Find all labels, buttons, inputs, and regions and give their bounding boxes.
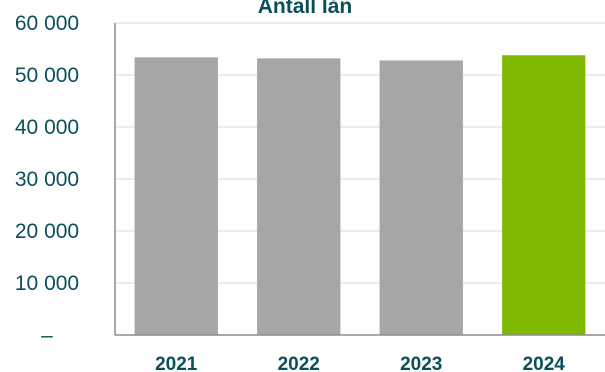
bar-2023 — [379, 60, 463, 335]
y-axis-ticks: – 10 000 20 000 30 000 40 000 50 000 60 000 — [15, 12, 79, 347]
x-tick-label: 2024 — [523, 354, 566, 372]
y-tick-label: – — [41, 324, 53, 347]
x-axis-categories: 2021 2022 2023 2024 — [155, 354, 565, 372]
chart-title: Antall lån — [258, 0, 353, 18]
y-tick-label: 20 000 — [15, 220, 79, 243]
x-tick-label: 2022 — [278, 354, 320, 372]
x-tick-label: 2023 — [400, 354, 442, 372]
bars — [134, 55, 586, 336]
bar-2021 — [134, 57, 218, 335]
y-tick-label: 60 000 — [15, 12, 79, 35]
bar-2022 — [257, 58, 341, 336]
y-tick-label: 10 000 — [15, 272, 79, 295]
y-tick-label: 50 000 — [15, 64, 79, 87]
x-tick-label: 2021 — [155, 354, 198, 372]
y-tick-label: 40 000 — [15, 116, 79, 139]
y-tick-label: 30 000 — [15, 168, 79, 191]
bar-2024 — [502, 55, 586, 336]
